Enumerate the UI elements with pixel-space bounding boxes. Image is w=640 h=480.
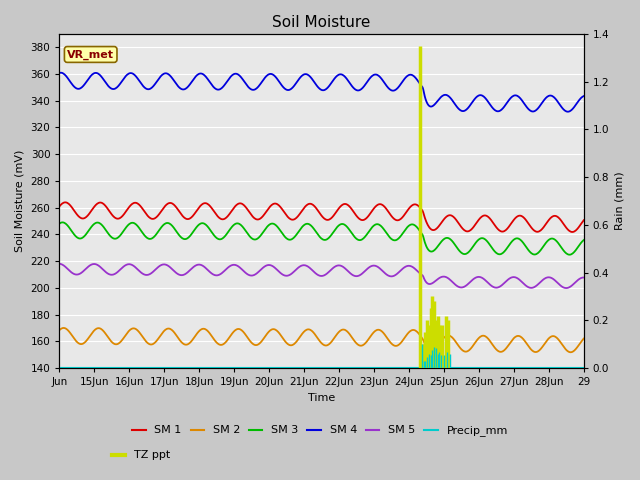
Title: Soil Moisture: Soil Moisture [273,15,371,30]
Y-axis label: Soil Moisture (mV): Soil Moisture (mV) [15,150,25,252]
Y-axis label: Rain (mm): Rain (mm) [615,172,625,230]
Legend: TZ ppt: TZ ppt [107,446,175,465]
X-axis label: Time: Time [308,393,335,403]
Legend: SM 1, SM 2, SM 3, SM 4, SM 5, Precip_mm: SM 1, SM 2, SM 3, SM 4, SM 5, Precip_mm [128,421,512,441]
Text: VR_met: VR_met [67,49,114,60]
